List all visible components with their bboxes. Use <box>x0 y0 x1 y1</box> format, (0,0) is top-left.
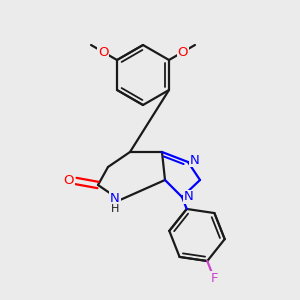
Text: F: F <box>211 272 218 285</box>
Text: N: N <box>184 190 194 203</box>
Text: N: N <box>110 191 120 205</box>
Text: O: O <box>64 173 74 187</box>
Text: O: O <box>98 46 108 59</box>
Text: O: O <box>178 46 188 59</box>
Text: H: H <box>111 204 119 214</box>
Text: N: N <box>190 154 200 166</box>
